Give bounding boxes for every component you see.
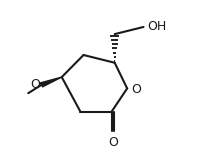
Text: O: O xyxy=(30,78,40,91)
Polygon shape xyxy=(40,77,61,87)
Text: O: O xyxy=(130,83,140,96)
Text: O: O xyxy=(108,136,117,149)
Text: OH: OH xyxy=(147,20,166,33)
